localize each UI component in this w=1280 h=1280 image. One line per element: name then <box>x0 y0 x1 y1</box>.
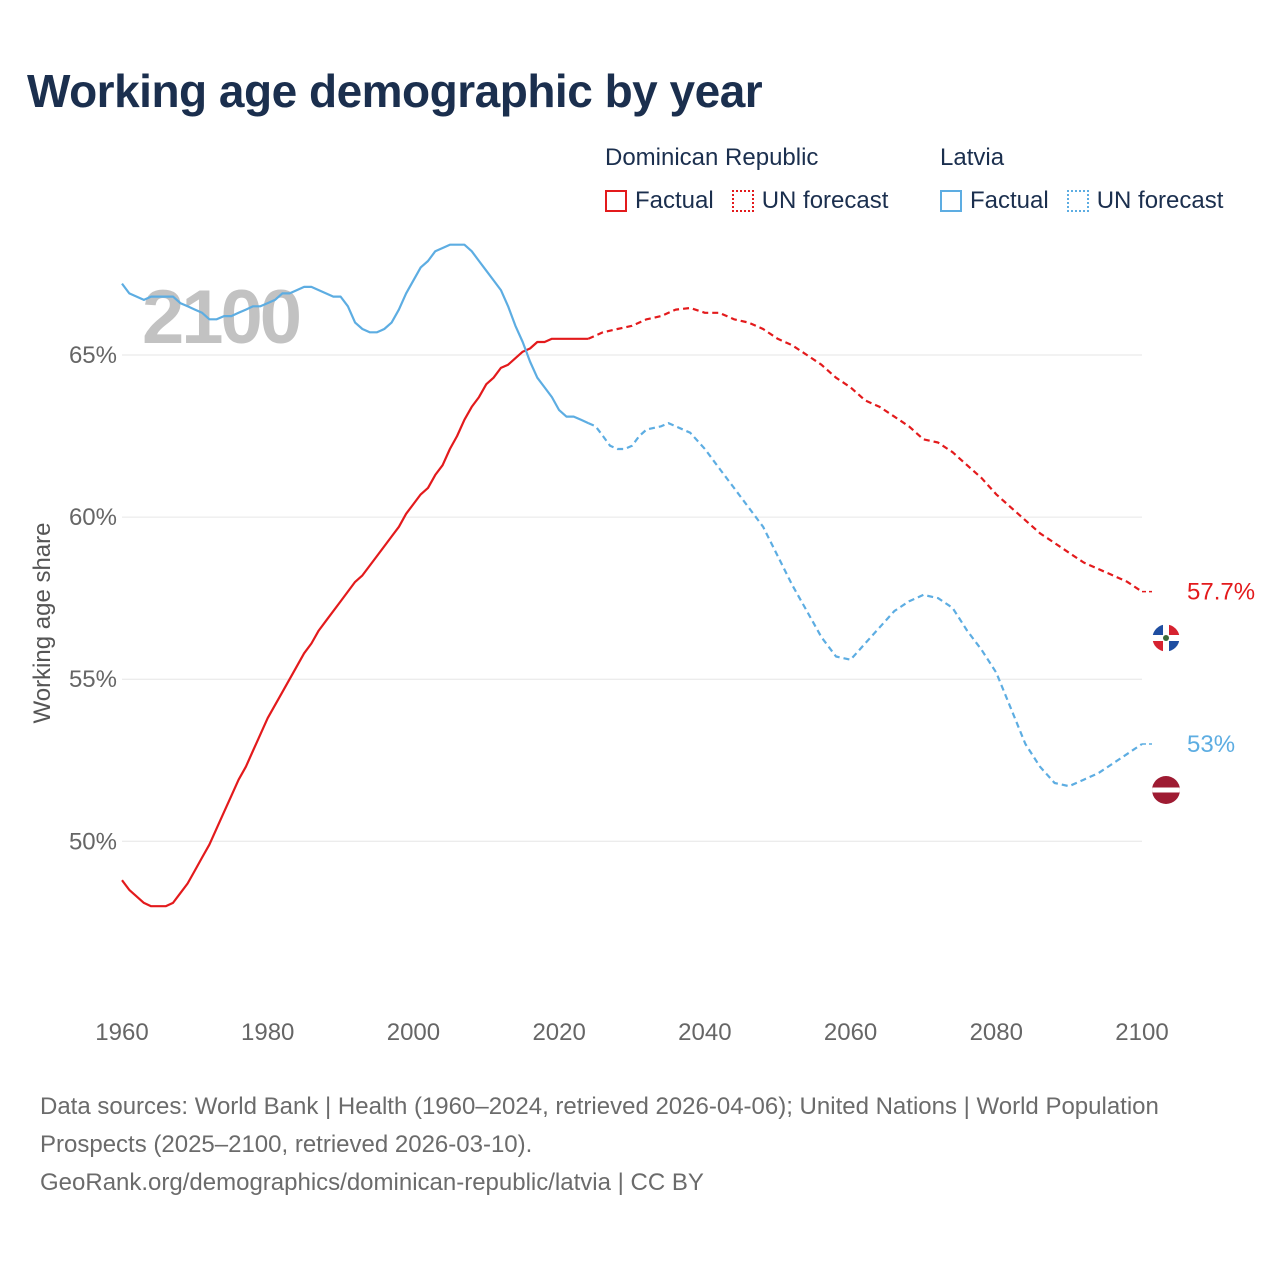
latvia-flag-icon[interactable] <box>1152 776 1180 804</box>
legend-row-dominican-republic: Factual UN forecast <box>605 187 906 215</box>
end-value-label-latvia: 53% <box>1187 731 1235 758</box>
y-tick-label: 55% <box>69 666 117 693</box>
source-line: Data sources: World Bank | Health (1960–… <box>40 1093 1159 1158</box>
series-end-labels: 57.7% 53% <box>1187 579 1255 758</box>
legend-group-dominican-republic: Dominican Republic <box>605 144 818 172</box>
legend-label: Factual <box>635 187 714 214</box>
y-tick-label: 60% <box>69 504 117 531</box>
legend-swatch-dotted <box>731 190 754 212</box>
source-url[interactable]: GeoRank.org/demographics/dominican-repub… <box>40 1169 704 1196</box>
legend-group-latvia: Latvia <box>940 144 1004 172</box>
legend-country-label: Latvia <box>940 144 1005 171</box>
legend-label: Factual <box>970 187 1049 214</box>
x-tick-label: 2040 <box>678 1019 731 1046</box>
x-axis-ticks: 1960 1980 2000 2020 2040 2060 2080 2100 <box>95 1019 1168 1046</box>
legend-item-dr-forecast[interactable]: UN forecast <box>731 187 889 215</box>
dominican-republic-flag-icon[interactable] <box>1151 623 1181 653</box>
x-tick-label: 1980 <box>241 1019 294 1046</box>
gridlines <box>122 354 1142 842</box>
legend-label: UN forecast <box>1096 187 1224 214</box>
x-tick-label: 2060 <box>824 1019 877 1046</box>
y-axis-title: Working age share <box>29 523 56 724</box>
x-tick-label: 2100 <box>1115 1019 1168 1046</box>
series-line-dominican-republic-forecast[interactable] <box>587 306 1143 593</box>
legend-item-lv-factual[interactable]: Factual <box>940 187 1049 215</box>
data-sources-footer: Data sources: World Bank | Health (1960–… <box>40 1088 1240 1202</box>
series-line-latvia-forecast[interactable] <box>587 422 1143 788</box>
legend-swatch-dotted <box>1066 190 1089 212</box>
x-tick-label: 1960 <box>95 1019 148 1046</box>
legend-row-latvia: Factual UN forecast <box>940 187 1223 215</box>
legend-swatch-solid <box>940 190 962 212</box>
legend-country-label: Dominican Republic <box>605 144 819 171</box>
x-tick-label: 2080 <box>970 1019 1023 1046</box>
y-tick-label: 50% <box>69 828 117 855</box>
series-line-latvia-factual[interactable] <box>121 243 589 425</box>
legend-item-dr-factual[interactable]: Factual <box>605 187 714 215</box>
series-lines <box>121 243 1152 908</box>
y-tick-label: 65% <box>69 342 117 369</box>
series-line-dominican-republic-factual[interactable] <box>121 337 589 908</box>
legend-item-lv-forecast[interactable]: UN forecast <box>1066 187 1224 215</box>
x-tick-label: 2020 <box>532 1019 585 1046</box>
end-value-label-dominican-republic: 57.7% <box>1187 579 1255 606</box>
line-chart: 2100 50% 55% 60% 65% 1960 1980 2000 2020 2040 20… <box>29 243 1255 1046</box>
legend-label: UN forecast <box>761 187 889 214</box>
x-tick-label: 2000 <box>387 1019 440 1046</box>
y-axis-ticks: 50% 55% 60% 65% <box>69 342 117 855</box>
legend-swatch-solid <box>605 190 627 212</box>
chart-title: Working age demographic by year <box>27 65 763 117</box>
